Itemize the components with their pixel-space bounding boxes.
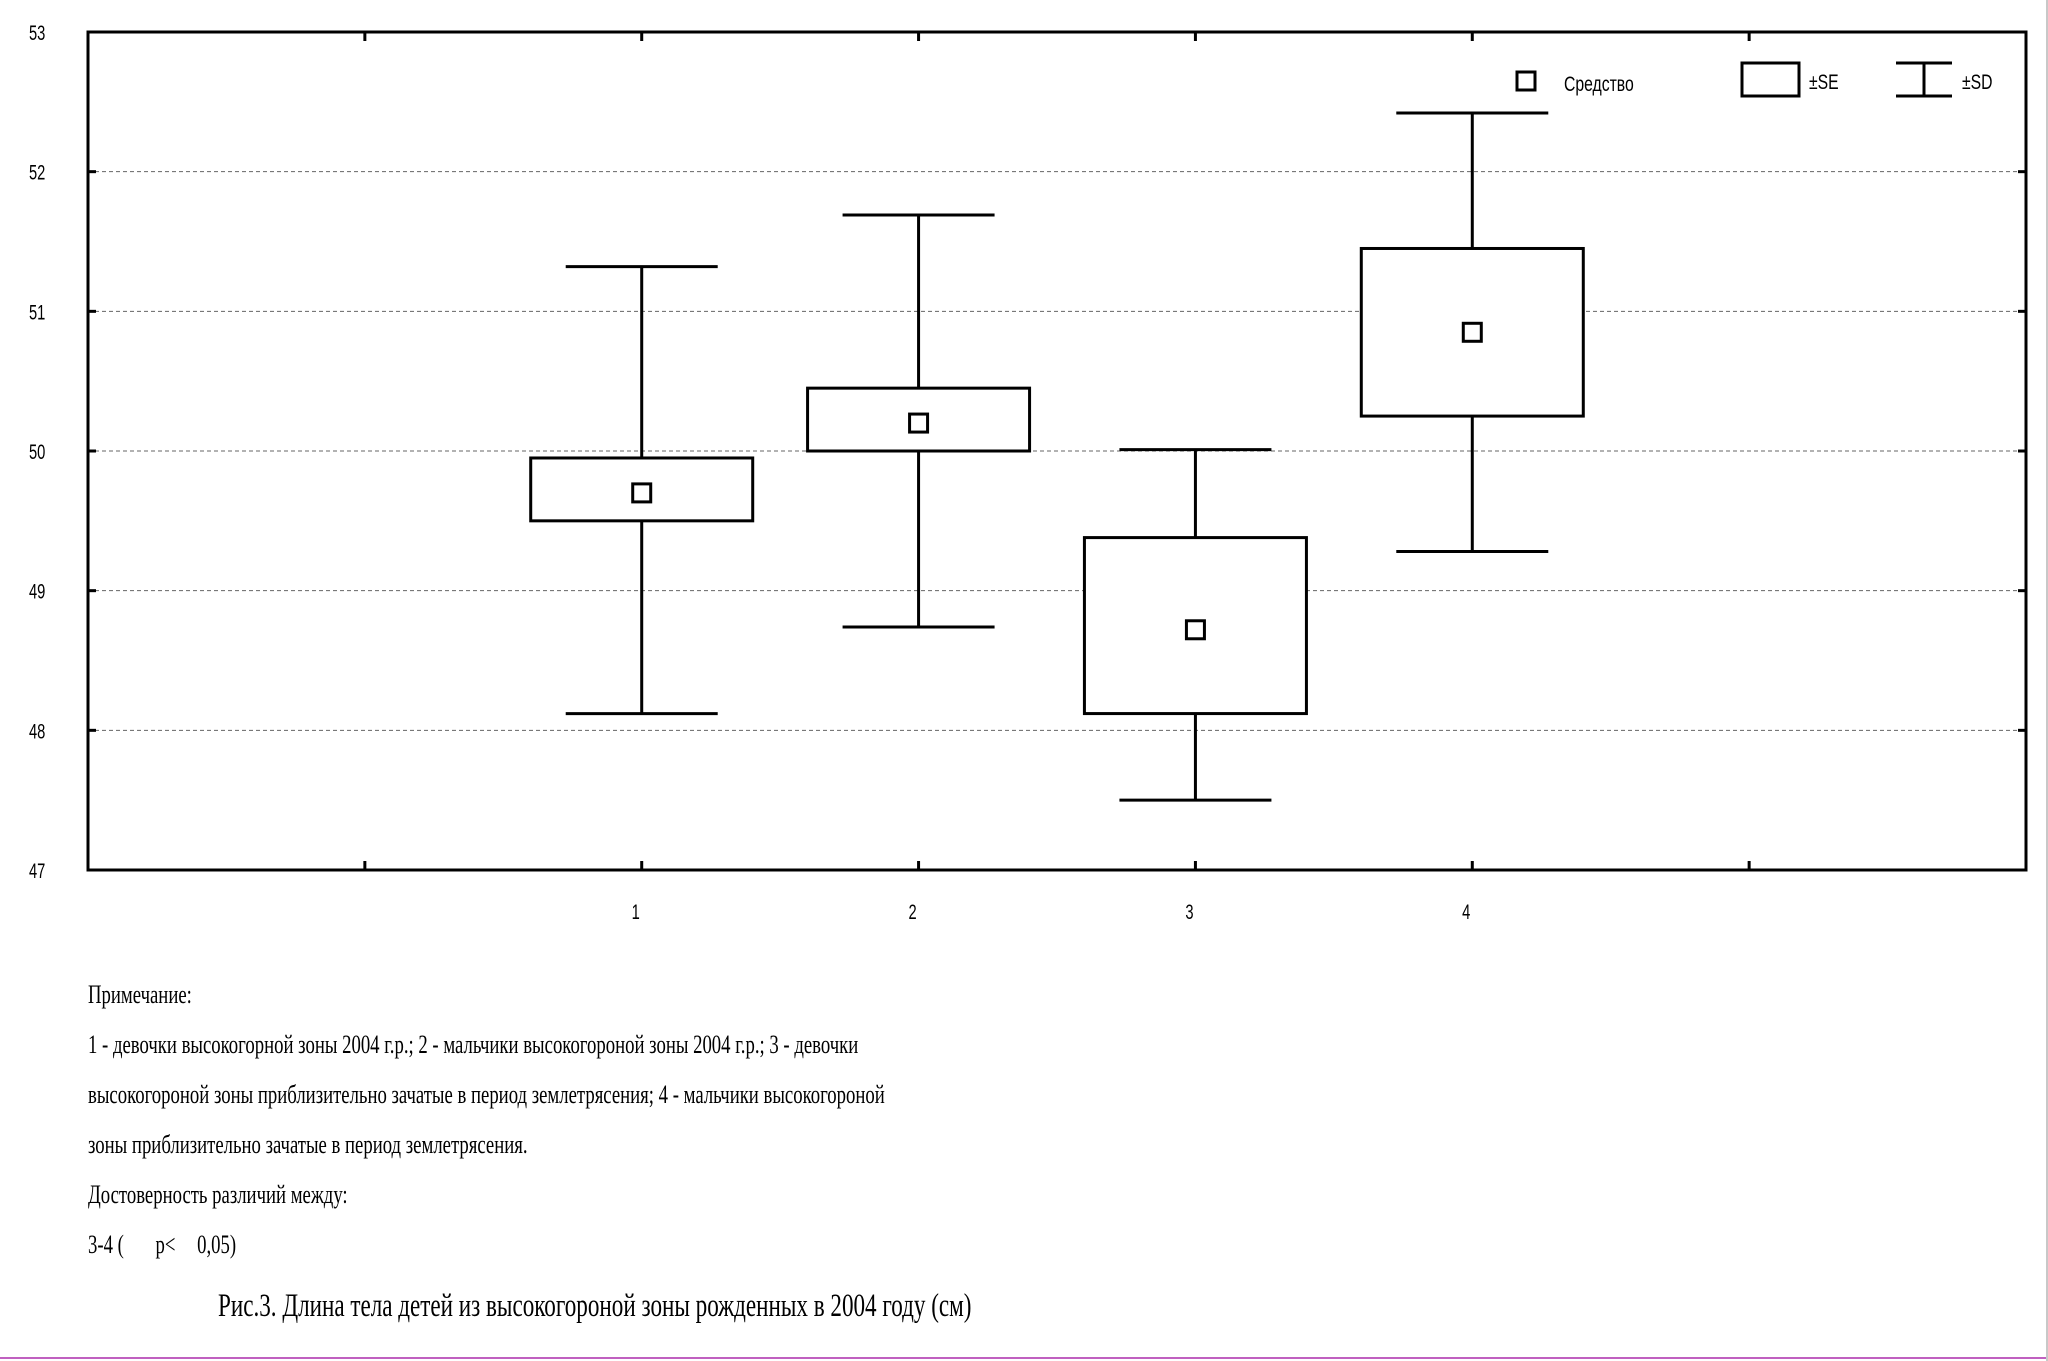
notes-line-2: высокогороной зоны приблизительно зачаты… (88, 1080, 885, 1109)
notes-block: Примечание: 1 - девочки высокогорной зон… (88, 970, 1096, 1270)
p-label: p< (155, 1230, 176, 1259)
figure-caption: Рис.3. Длина тела детей из высокогороной… (218, 1288, 972, 1324)
x-tick-label-1: 1 (632, 900, 640, 923)
grid-lines (88, 171, 2026, 731)
legend-sd-label: ±SD (1962, 70, 1993, 94)
page-bottom-rule (0, 1357, 2048, 1359)
legend-sd-marker (1896, 61, 1952, 98)
box-plot-chart: 47 48 49 50 51 52 53 1 2 3 4 Средство ±SE ±SD (29, 21, 2028, 924)
x-axis-tick-labels: 1 2 3 4 (632, 900, 1471, 923)
series-marks (529, 111, 1585, 802)
notes-heading: Примечание: (88, 980, 192, 1009)
axis-ticks (88, 32, 2026, 870)
p-value: 0,05) (197, 1230, 237, 1259)
y-tick-label-53: 53 (29, 21, 45, 44)
x-tick-label-3: 3 (1185, 900, 1193, 923)
significance-pair: 3-4 ( (88, 1230, 124, 1259)
x-tick-label-2: 2 (908, 900, 916, 923)
notes-line-1: 1 - девочки высокогорной зоны 2004 г.р.;… (88, 1030, 859, 1059)
page-right-rule (2046, 0, 2048, 1361)
mean-marker-3 (1184, 619, 1206, 641)
y-tick-label-51: 51 (29, 301, 45, 324)
y-tick-label-52: 52 (29, 161, 45, 184)
y-tick-label-47: 47 (29, 859, 45, 882)
y-tick-label-50: 50 (29, 440, 45, 463)
significance-heading: Достоверность различий между: (88, 1180, 348, 1209)
significance-line: 3-4 ( p< 0,05) (88, 1220, 1096, 1270)
y-tick-label-49: 49 (29, 580, 45, 603)
mean-marker-2 (908, 412, 930, 434)
legend: Средство ±SE ±SD (1515, 61, 1993, 98)
y-tick-label-48: 48 (29, 720, 45, 743)
legend-mean-label: Средство (1564, 72, 1634, 96)
notes-line-3: зоны приблизительно зачатые в период зем… (88, 1130, 528, 1159)
mean-marker-1 (631, 482, 653, 504)
mean-marker-4 (1461, 321, 1483, 343)
legend-se-marker (1740, 61, 1801, 98)
legend-se-label: ±SE (1809, 70, 1839, 94)
x-tick-label-4: 4 (1462, 900, 1470, 923)
legend-mean-marker (1515, 70, 1537, 92)
y-axis-tick-labels: 47 48 49 50 51 52 53 (29, 21, 45, 882)
